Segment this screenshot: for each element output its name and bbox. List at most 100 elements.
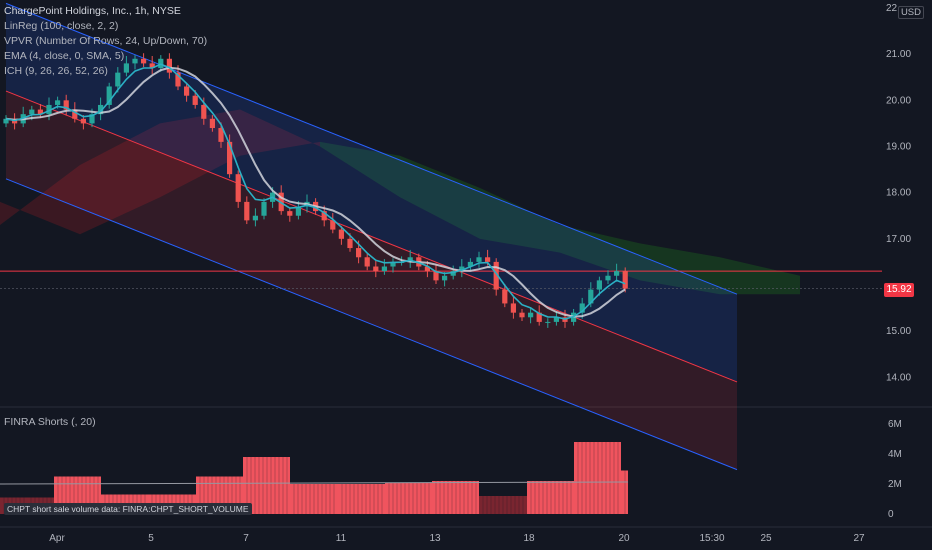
candle-body: [442, 275, 448, 281]
candle-body: [596, 280, 602, 290]
time-axis-tick: 27: [853, 533, 865, 544]
time-axis-tick: 15:30: [699, 533, 724, 544]
candle-body: [63, 100, 69, 110]
candle-body: [579, 303, 585, 313]
candle-body: [218, 128, 224, 142]
candle-body: [614, 271, 620, 276]
ema-line: [5, 63, 626, 320]
ichimoku-cloud-segment: [560, 224, 640, 281]
finra-average-line: [0, 481, 629, 485]
indicator-linreg[interactable]: LinReg (100, close, 2, 2): [4, 20, 119, 32]
linreg-mid-line: [5, 90, 738, 383]
time-axis-tick: 20: [618, 533, 630, 544]
candle-body: [244, 201, 250, 221]
candle-body: [227, 141, 233, 175]
time-axis-tick: 5: [148, 533, 154, 544]
candle-body: [373, 266, 379, 272]
price-axis-tick: 22: [886, 3, 898, 14]
candle-body: [261, 201, 267, 216]
candle-body: [141, 58, 147, 64]
price-axis-tick: 18.00: [886, 188, 911, 199]
candle-body: [553, 317, 559, 322]
price-axis-tick: 19.00: [886, 141, 911, 152]
candle-body: [166, 58, 172, 73]
candle-body: [175, 72, 181, 87]
symbol-title: ChargePoint Holdings, Inc., 1h, NYSE: [4, 5, 181, 17]
ichimoku-cloud-segment: [640, 243, 720, 295]
ichimoku-cloud-segment: [400, 155, 480, 239]
time-axis-tick: 7: [243, 533, 249, 544]
candle-body: [72, 109, 78, 119]
candle-body: [287, 211, 293, 216]
candle-body: [493, 261, 499, 290]
candle-body: [252, 215, 258, 221]
candle-body: [545, 321, 551, 323]
candle-body: [29, 109, 35, 115]
candle-body: [201, 104, 207, 119]
time-axis-tick: 13: [429, 533, 441, 544]
ichimoku-cloud-segment: [720, 257, 800, 295]
ichimoku-cloud-segment: [0, 164, 80, 235]
time-axis-tick: 18: [523, 533, 535, 544]
finra-short-bar: [621, 470, 628, 514]
candle-body: [89, 114, 95, 124]
candle-body: [158, 58, 164, 69]
candle-body: [605, 275, 611, 281]
price-axis-tick: 20.00: [886, 95, 911, 106]
indicator-vpvr[interactable]: VPVR (Number Of Rows, 24, Up/Down, 70): [4, 35, 208, 47]
volume-axis-tick: 6M: [888, 419, 902, 430]
candle-body: [364, 257, 370, 267]
candle-body: [46, 104, 52, 115]
candle-body: [132, 58, 138, 64]
candle-body: [381, 266, 387, 272]
linreg-upper-fill: [6, 3, 737, 382]
indicator-ich[interactable]: ICH (9, 26, 26, 52, 26): [4, 65, 108, 77]
candle-body: [588, 289, 594, 304]
price-axis-tick: 14.00: [886, 372, 911, 383]
candle-body: [510, 303, 516, 313]
last-price-tag: 15.92: [884, 283, 914, 297]
time-axis-tick: 25: [760, 533, 772, 544]
indicator-ema[interactable]: EMA (4, close, 0, SMA, 5): [4, 50, 125, 62]
ichimoku-cloud-segment: [320, 141, 400, 198]
ichimoku-cloud-segment: [80, 123, 160, 235]
price-axis-tick: 17.00: [886, 234, 911, 245]
candle-body: [485, 257, 491, 262]
candle-body: [106, 86, 112, 105]
candle-body: [55, 100, 61, 105]
candle-body: [459, 266, 465, 272]
time-axis-tick: Apr: [49, 533, 65, 544]
linreg-upper-line: [5, 2, 738, 295]
linreg-lower-line: [5, 178, 738, 471]
candle-body: [149, 63, 155, 69]
candle-body: [424, 266, 430, 272]
candle-body: [123, 63, 129, 73]
currency-label[interactable]: USD: [897, 6, 924, 19]
ichimoku-cloud-segment: [480, 188, 560, 253]
candle-body: [433, 271, 439, 281]
volume-axis-tick: 4M: [888, 449, 902, 460]
candle-body: [519, 312, 525, 318]
candle-body: [98, 104, 104, 115]
candle-body: [209, 118, 215, 129]
finra-shorts-legend[interactable]: FINRA Shorts (, 20): [4, 416, 96, 428]
chart-legend: ChargePoint Holdings, Inc., 1h, NYSE Lin…: [4, 4, 207, 79]
candle-body: [450, 271, 456, 276]
volume-axis-tick: 0: [888, 509, 894, 520]
candle-body: [184, 86, 190, 96]
candle-body: [356, 248, 362, 258]
volume-axis-tick: 2M: [888, 479, 902, 490]
candle-body: [295, 206, 301, 216]
candle-body: [622, 271, 628, 289]
candle-body: [115, 72, 121, 87]
price-axis-tick: 15.00: [886, 326, 911, 337]
candle-body: [37, 109, 43, 115]
candle-body: [235, 174, 241, 202]
candle-body: [192, 95, 198, 105]
candle-body: [321, 211, 327, 221]
candle-body: [390, 261, 396, 267]
candle-body: [536, 312, 542, 322]
ichimoku-cloud-segment: [240, 109, 320, 156]
candle-body: [467, 261, 473, 267]
